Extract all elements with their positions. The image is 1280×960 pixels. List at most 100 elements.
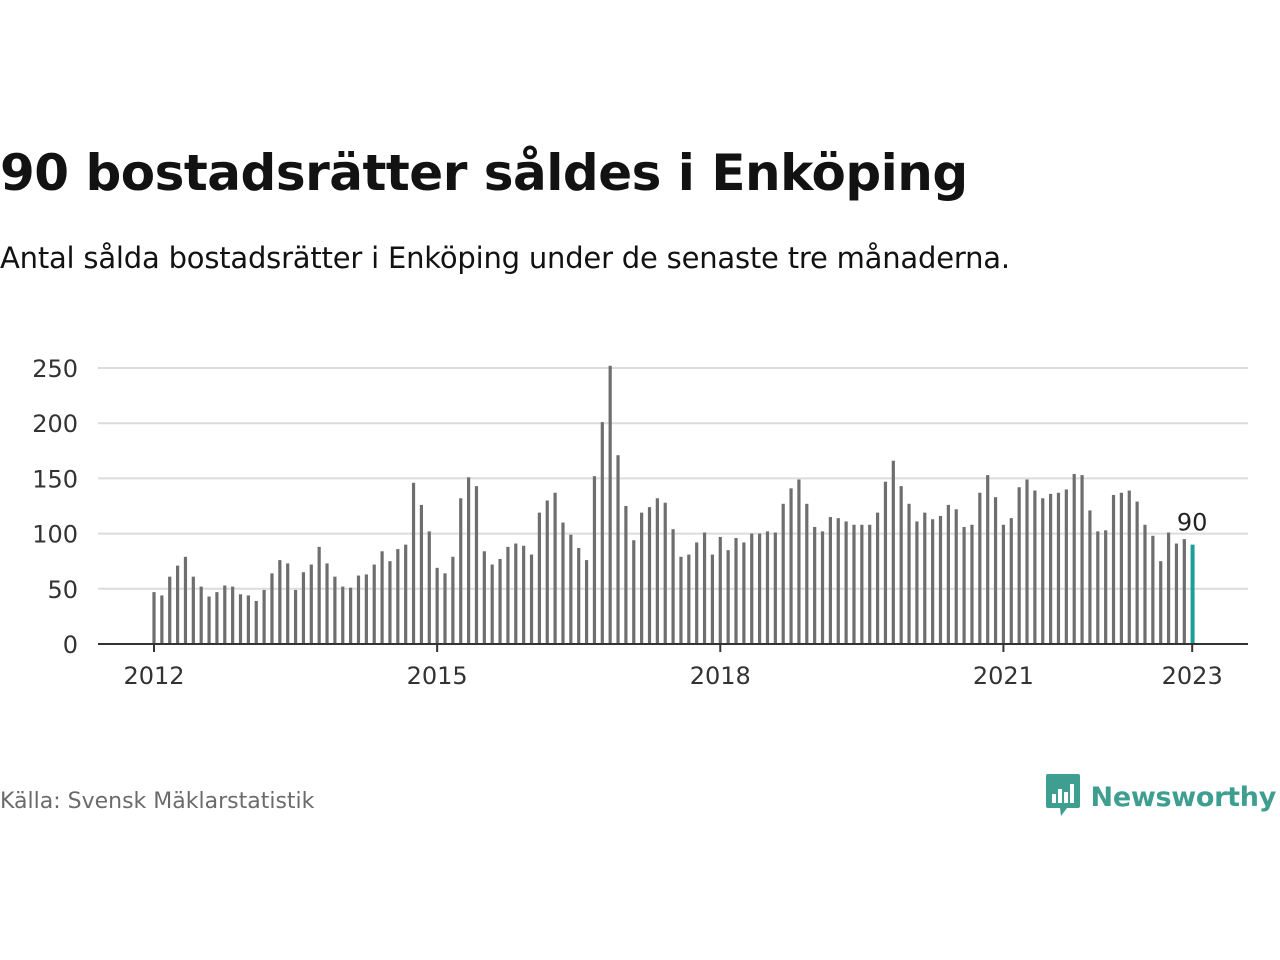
bar xyxy=(223,585,227,644)
bar xyxy=(1096,531,1100,644)
bar xyxy=(364,574,368,644)
bar xyxy=(514,543,518,644)
bar xyxy=(349,587,353,644)
bar xyxy=(522,545,526,644)
bar xyxy=(600,422,604,644)
bar xyxy=(1135,501,1139,644)
y-tick-label: 100 xyxy=(32,521,78,549)
bar xyxy=(529,554,534,644)
source-note: Källa: Svensk Mäklarstatistik xyxy=(0,789,315,814)
bar xyxy=(1143,524,1147,644)
bar xyxy=(1174,543,1179,644)
bar xyxy=(380,551,384,644)
bar xyxy=(813,526,817,644)
bar xyxy=(1088,510,1092,644)
bar xyxy=(317,546,321,644)
bar xyxy=(152,592,156,644)
bar xyxy=(938,515,943,644)
x-tick-label: 2015 xyxy=(407,662,468,690)
bar xyxy=(891,460,895,644)
bar xyxy=(1072,473,1076,644)
bar xyxy=(278,560,282,644)
bar xyxy=(726,550,730,644)
bar xyxy=(592,476,597,644)
bar xyxy=(301,572,306,644)
bar-highlight xyxy=(1190,544,1195,644)
bars xyxy=(152,365,1195,644)
bar xyxy=(215,592,219,644)
bar xyxy=(663,502,667,644)
bar xyxy=(356,575,361,644)
bar xyxy=(443,573,447,644)
bar-chart: 0 50 100 150 200 250 90 2012 2015 2018 2021 2023 xyxy=(32,355,1248,690)
bar xyxy=(875,512,880,644)
bar xyxy=(246,595,250,644)
bar xyxy=(655,498,659,644)
bar xyxy=(860,524,864,644)
bar xyxy=(160,595,164,644)
bar xyxy=(679,556,683,644)
bar xyxy=(459,498,463,644)
bar xyxy=(883,481,888,644)
bar xyxy=(820,531,825,644)
bar xyxy=(765,531,770,644)
bar xyxy=(498,558,502,644)
bar xyxy=(844,521,848,644)
bar xyxy=(993,497,998,644)
bar xyxy=(191,576,195,644)
bar xyxy=(238,594,243,644)
bar xyxy=(702,532,707,644)
bar xyxy=(207,596,211,644)
bar xyxy=(970,524,974,644)
bar xyxy=(915,521,919,644)
bar xyxy=(718,536,722,644)
bar xyxy=(584,560,589,644)
bar xyxy=(1151,535,1155,644)
bar xyxy=(962,526,966,644)
bar xyxy=(946,504,950,644)
bar xyxy=(569,534,573,644)
bar xyxy=(467,477,471,644)
bar xyxy=(270,573,274,644)
bar xyxy=(789,488,793,644)
bar xyxy=(1166,532,1171,644)
bar xyxy=(828,517,832,644)
bar xyxy=(490,564,494,644)
y-tick-label: 50 xyxy=(47,576,78,604)
bar xyxy=(640,512,644,644)
bar xyxy=(647,507,652,644)
bar xyxy=(1025,479,1029,644)
bar xyxy=(1009,518,1013,644)
bar xyxy=(907,503,911,644)
bar xyxy=(262,589,266,644)
bar xyxy=(616,455,620,644)
bar xyxy=(451,556,455,644)
bar xyxy=(671,529,675,644)
bar xyxy=(372,564,376,644)
bar xyxy=(419,504,424,644)
bar xyxy=(773,532,777,644)
bar xyxy=(931,519,935,644)
bar xyxy=(978,492,982,644)
bar xyxy=(805,503,809,644)
bar xyxy=(396,549,400,644)
bar xyxy=(333,576,337,644)
bar xyxy=(199,586,203,644)
brand[interactable]: Newsworthy xyxy=(1045,772,1276,822)
bar xyxy=(482,551,486,644)
bar xyxy=(1111,494,1116,644)
bar xyxy=(286,563,290,644)
bar xyxy=(506,546,510,644)
bar xyxy=(954,509,958,644)
bar xyxy=(183,556,188,644)
bar xyxy=(577,547,581,644)
axes: 0 50 100 150 200 250 90 2012 2015 2018 2021 2023 xyxy=(32,355,1248,690)
bar xyxy=(1017,487,1021,644)
bar xyxy=(1056,492,1061,644)
bar xyxy=(293,589,298,644)
newsworthy-logo-icon xyxy=(1045,772,1081,822)
brand-name: Newsworthy xyxy=(1090,781,1277,813)
bar xyxy=(545,500,549,644)
bar xyxy=(254,600,258,644)
bar xyxy=(624,506,628,644)
